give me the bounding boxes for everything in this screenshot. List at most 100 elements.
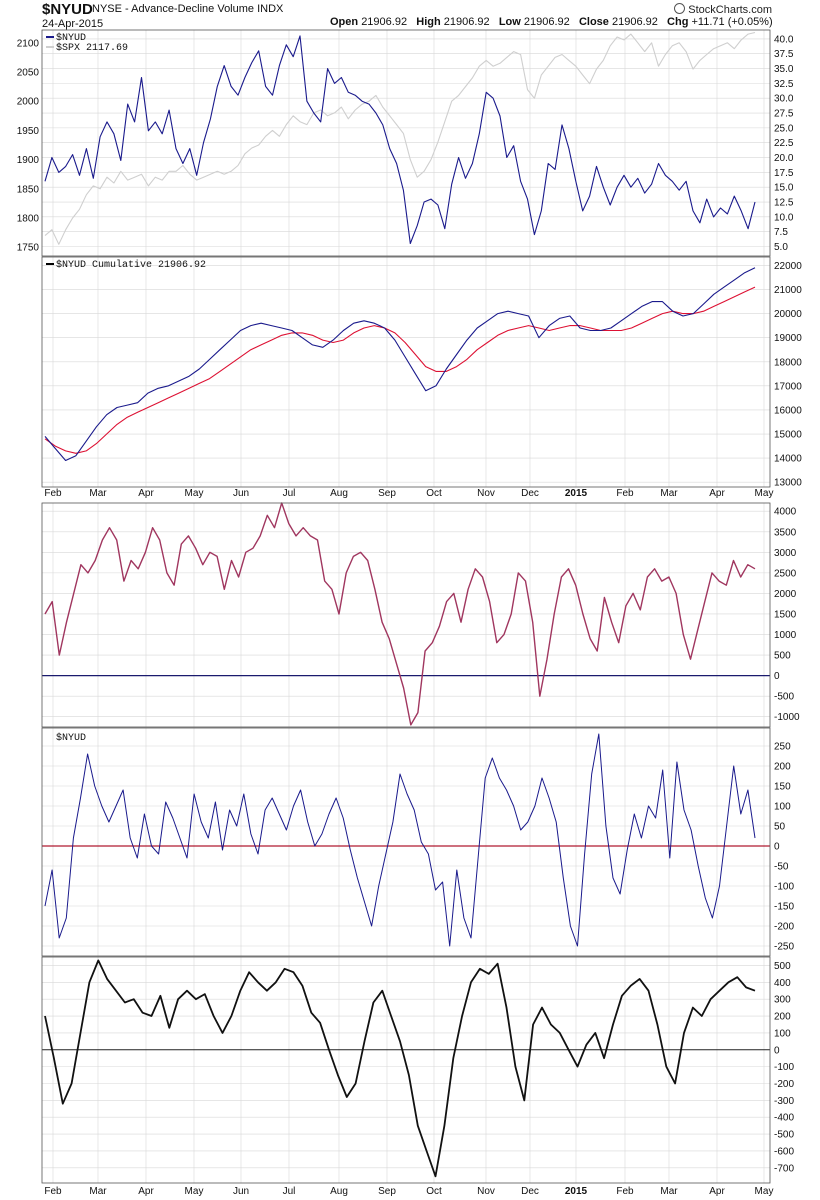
nyud-panel-frame: [41, 727, 771, 957]
momentum-axis-tick-4: -300: [774, 1096, 794, 1107]
nyud-axis-tick-2: -150: [774, 902, 794, 913]
stockcharts-logo-icon: [674, 3, 686, 14]
price-right-axis-tick-7: 22.5: [774, 138, 794, 149]
price-right-axis-tick-12: 35.0: [774, 64, 794, 75]
bottom-month-label-15: May: [755, 1186, 774, 1197]
price-right-axis-tick-9: 27.5: [774, 109, 794, 120]
momentum-axis-tick-3: -400: [774, 1113, 794, 1124]
nyud-panel-series-line: [44, 733, 756, 947]
cumulative-series-line: [44, 267, 756, 462]
cumulative-axis-tick-9: 22000: [774, 261, 802, 272]
bottom-month-label-0: Feb: [44, 1186, 62, 1197]
momentum-axis-tick-0: -700: [774, 1163, 794, 1174]
momentum-panel-frame: [41, 956, 771, 1184]
momentum-axis-tick-12: 500: [774, 961, 791, 972]
credit-link[interactable]: StockCharts.com: [674, 2, 772, 16]
oscillator-axis-tick-5: 1500: [774, 609, 797, 620]
momentum-axis-tick-6: -100: [774, 1062, 794, 1073]
bottom-month-label-12: Feb: [616, 1186, 634, 1197]
top-month-label-4: Jun: [233, 488, 249, 499]
nyud-axis-tick-10: 250: [774, 742, 791, 753]
oscillator-axis-tick-0: -1000: [774, 712, 800, 723]
price-right-axis-tick-5: 17.5: [774, 168, 794, 179]
price-right-axis-tick-10: 30.0: [774, 94, 794, 105]
spx-series-line: [44, 31, 756, 245]
cumulative-axis-tick-2: 15000: [774, 430, 802, 441]
high-label: High: [416, 16, 441, 28]
chg-label: Chg: [667, 16, 689, 28]
price-panel-frame: [41, 29, 771, 257]
legend-label-1: $SPX 2117.69: [56, 42, 128, 54]
oscillator-axis-tick-6: 2000: [774, 589, 797, 600]
bottom-month-label-14: Apr: [709, 1186, 725, 1197]
cumulative-axis-tick-8: 21000: [774, 285, 802, 296]
symbol-description: NYSE - Advance-Decline Volume INDX: [92, 3, 284, 15]
oscillator-axis-tick-10: 4000: [774, 507, 797, 518]
cumulative-panel-frame: [41, 256, 771, 488]
nyud-axis-tick-7: 100: [774, 802, 791, 813]
close-value: 21906.92: [611, 16, 658, 28]
top-month-label-7: Sep: [378, 488, 396, 499]
bottom-month-label-5: Jul: [283, 1186, 296, 1197]
oscillator-axis-tick-7: 2500: [774, 568, 797, 579]
credit-label: StockCharts.com: [688, 4, 772, 16]
cumulative-axis-tick-3: 16000: [774, 405, 802, 416]
momentum-axis-tick-7: 0: [774, 1045, 780, 1056]
bottom-month-label-10: Dec: [521, 1186, 539, 1197]
bottom-month-label-13: Mar: [660, 1186, 678, 1197]
nyud-axis-tick-4: -50: [774, 862, 789, 873]
momentum-axis-tick-2: -500: [774, 1130, 794, 1141]
top-month-label-2: Apr: [138, 488, 154, 499]
close-label: Close: [578, 16, 609, 28]
momentum-axis-tick-10: 300: [774, 995, 791, 1006]
price-left-axis-tick-4: 1950: [17, 126, 40, 137]
legend-label-0: $NYUD Cumulative 21906.92: [56, 259, 206, 271]
price-left-axis-tick-2: 1850: [17, 184, 40, 195]
oscillator-axis-tick-2: 0: [774, 671, 780, 682]
price-left-axis-tick-6: 2050: [17, 68, 40, 79]
bottom-month-label-6: Aug: [330, 1186, 348, 1197]
price-right-axis-tick-11: 32.5: [774, 79, 794, 90]
open-label: Open: [330, 16, 359, 28]
bottom-month-label-9: Nov: [477, 1186, 495, 1197]
price-right-axis-tick-0: 5.0: [774, 242, 788, 253]
oscillator-axis-tick-8: 3000: [774, 548, 797, 559]
chg-value: +11.71 (+0.05%): [691, 16, 773, 28]
bottom-month-label-2: Apr: [138, 1186, 154, 1197]
oscillator-axis-tick-3: 500: [774, 651, 791, 662]
price-right-axis-tick-6: 20.0: [774, 153, 794, 164]
top-month-label-15: May: [755, 488, 774, 499]
price-left-axis-tick-1: 1800: [17, 214, 40, 225]
cumulative-axis-tick-1: 14000: [774, 454, 802, 465]
price-left-axis-tick-3: 1900: [17, 155, 40, 166]
bottom-month-label-7: Sep: [378, 1186, 396, 1197]
cumulative-ma-line: [44, 286, 756, 454]
top-month-label-13: Mar: [660, 488, 678, 499]
bottom-month-label-11: 2015: [565, 1186, 588, 1197]
nyud-axis-tick-8: 150: [774, 782, 791, 793]
price-left-axis-tick-5: 2000: [17, 97, 40, 108]
oscillator-panel-frame: [41, 502, 771, 728]
bottom-month-label-1: Mar: [89, 1186, 107, 1197]
oscillator-axis-tick-1: -500: [774, 692, 794, 703]
momentum-series-line: [44, 959, 756, 1178]
nyud-panel-legend: $NYUD: [56, 732, 86, 744]
top-month-label-5: Jul: [283, 488, 296, 499]
price-right-axis-tick-14: 40.0: [774, 34, 794, 45]
nyud-axis-tick-6: 50: [774, 822, 786, 833]
oscillator-series-line: [44, 502, 756, 726]
open-value: 21906.92: [361, 16, 408, 28]
nyud-axis-tick-5: 0: [774, 842, 780, 853]
momentum-axis-tick-1: -600: [774, 1146, 794, 1157]
nyud-axis-tick-1: -200: [774, 922, 794, 933]
top-month-label-6: Aug: [330, 488, 348, 499]
cumulative-axis-tick-6: 19000: [774, 333, 802, 344]
cumulative-axis-tick-5: 18000: [774, 357, 802, 368]
momentum-axis-tick-8: 100: [774, 1028, 791, 1039]
top-month-label-3: May: [185, 488, 204, 499]
top-month-label-0: Feb: [44, 488, 62, 499]
oscillator-axis-tick-4: 1000: [774, 630, 797, 641]
momentum-axis-tick-5: -200: [774, 1079, 794, 1090]
top-month-label-11: 2015: [565, 488, 588, 499]
bottom-month-label-3: May: [185, 1186, 204, 1197]
